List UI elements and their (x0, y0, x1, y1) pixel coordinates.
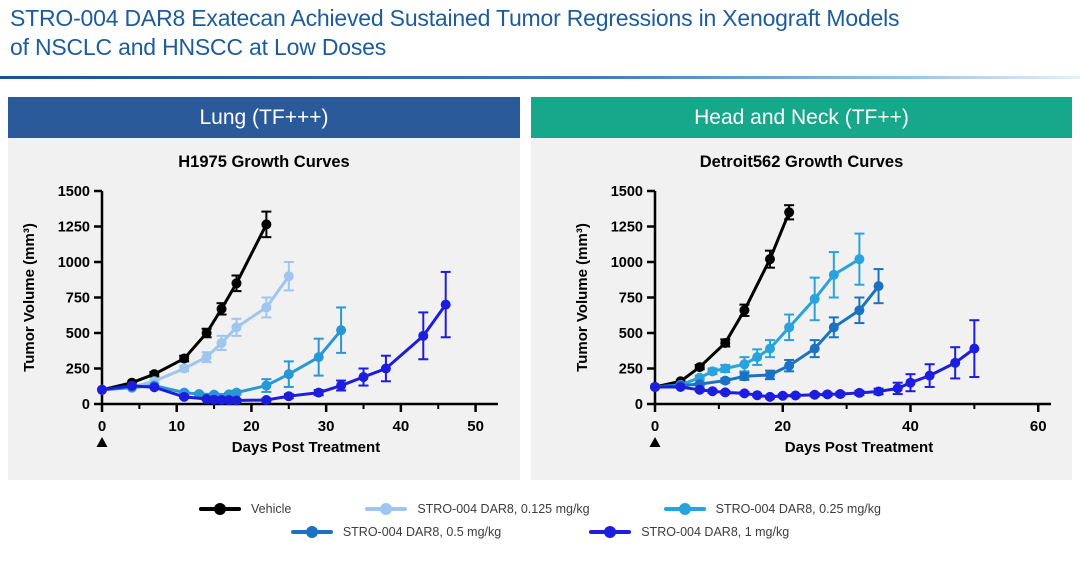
panel-lung-header: Lung (TF+++) (8, 97, 520, 138)
panel-head-neck-header: Head and Neck (TF++) (531, 97, 1072, 138)
svg-text:Tumor Volume (mm³): Tumor Volume (mm³) (21, 223, 38, 372)
legend-item: Vehicle (199, 502, 291, 516)
legend-label: STRO-004 DAR8, 0.5 mg/kg (342, 525, 502, 539)
svg-text:1250: 1250 (610, 220, 642, 236)
legend-label: STRO-004 DAR8, 0.25 mg/kg (715, 502, 881, 516)
legend-item: STRO-004 DAR8, 1 mg/kg (589, 525, 789, 539)
panel-head-neck-header-label: Head and Neck (TF++) (694, 105, 909, 129)
svg-text:40: 40 (902, 418, 919, 435)
svg-text:30: 30 (318, 418, 335, 435)
series-marker-icon (589, 526, 632, 539)
svg-text:50: 50 (467, 418, 484, 435)
title-divider (0, 76, 1080, 79)
series-marker-icon (365, 503, 408, 516)
svg-text:Tumor Volume (mm³): Tumor Volume (mm³) (574, 223, 591, 372)
svg-text:20: 20 (774, 418, 791, 435)
svg-text:750: 750 (618, 291, 642, 307)
chart-title-h1975: H1975 Growth Curves (178, 153, 350, 171)
legend-item: STRO-004 DAR8, 0.5 mg/kg (290, 525, 502, 539)
slide-title-line2: of NSCLC and HNSCC at Low Doses (10, 33, 387, 60)
svg-text:60: 60 (1029, 418, 1046, 435)
svg-text:10: 10 (168, 418, 185, 435)
growth-chart-h1975: 0 250 500 750 1000 1250 1500 0 10 20 30 40 50 Days Po… (14, 176, 514, 467)
panel-lung-header-label: Lung (TF+++) (199, 105, 329, 129)
treatment-start-triangle-icon (649, 437, 660, 447)
svg-text:0: 0 (650, 418, 658, 435)
svg-text:0: 0 (82, 397, 90, 413)
legend-row-2: STRO-004 DAR8, 0.5 mg/kg STRO-004 DAR8, 1… (290, 525, 789, 539)
legend-row-1: Vehicle STRO-004 DAR8, 0.125 mg/kg STRO-00… (199, 502, 881, 516)
legend-label: STRO-004 DAR8, 1 mg/kg (641, 525, 790, 539)
panel-head-neck: Head and Neck (TF++) Detroit562 Growth C… (531, 97, 1072, 480)
series-marker-icon (199, 503, 242, 516)
legend-label: STRO-004 DAR8, 0.125 mg/kg (417, 502, 590, 516)
legend-label: Vehicle (251, 502, 292, 516)
svg-text:1500: 1500 (610, 184, 642, 200)
svg-text:20: 20 (243, 418, 260, 435)
svg-text:1250: 1250 (58, 220, 90, 236)
panel-lung-body: H1975 Growth Curves 0 250 500 750 1000 1250 15… (8, 138, 520, 480)
growth-chart-detroit562: 0 250 500 750 1000 1250 1500 0 20 40 60 Days Post T… (567, 176, 1067, 467)
svg-text:0: 0 (98, 418, 106, 435)
svg-text:1000: 1000 (58, 255, 90, 271)
slide-title: STRO-004 DAR8 Exatecan Achieved Sustaine… (10, 4, 1072, 62)
svg-text:500: 500 (618, 326, 642, 342)
chart-legend: Vehicle STRO-004 DAR8, 0.125 mg/kg STRO-00… (0, 496, 1080, 539)
svg-text:500: 500 (66, 326, 90, 342)
svg-text:1000: 1000 (610, 255, 642, 271)
svg-text:250: 250 (618, 362, 642, 378)
chart-title-detroit562: Detroit562 Growth Curves (699, 153, 904, 171)
panel-head-neck-body: Detroit562 Growth Curves 0 250 500 750 1000 1… (531, 138, 1072, 480)
svg-text:250: 250 (66, 362, 90, 378)
legend-item: STRO-004 DAR8, 0.125 mg/kg (365, 502, 590, 516)
slide-title-line1: STRO-004 DAR8 Exatecan Achieved Sustaine… (10, 5, 900, 31)
svg-text:Days Post Treatment: Days Post Treatment (232, 439, 380, 456)
svg-text:0: 0 (634, 397, 642, 413)
series-marker-icon (663, 503, 706, 516)
svg-text:40: 40 (393, 418, 410, 435)
svg-text:Days Post Treatment: Days Post Treatment (784, 439, 932, 456)
svg-text:1500: 1500 (58, 184, 90, 200)
svg-text:750: 750 (66, 291, 90, 307)
panels-row: Lung (TF+++) H1975 Growth Curves 0 250 500… (8, 97, 1072, 480)
series-marker-icon (290, 526, 333, 539)
treatment-start-triangle-icon (96, 437, 108, 447)
panel-lung: Lung (TF+++) H1975 Growth Curves 0 250 500… (8, 97, 520, 480)
legend-item: STRO-004 DAR8, 0.25 mg/kg (663, 502, 881, 516)
